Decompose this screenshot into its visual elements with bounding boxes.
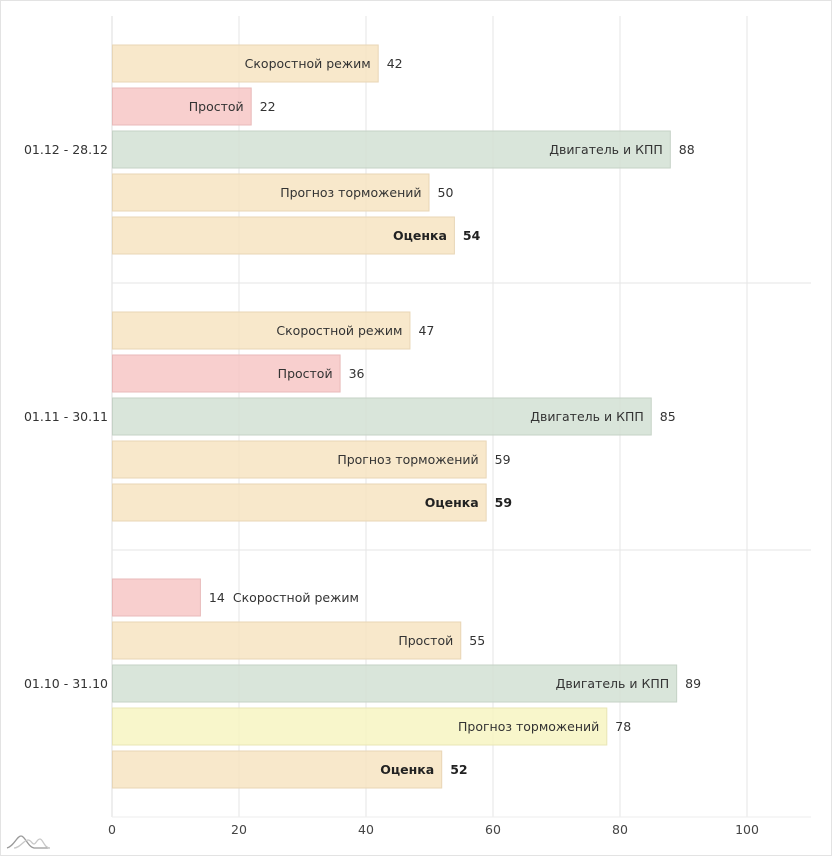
bar xyxy=(112,578,201,617)
bar-outline xyxy=(112,130,671,169)
bar-value-label: 85 xyxy=(660,409,676,424)
bar-value-label: 88 xyxy=(679,142,695,157)
category-label: 01.10 - 31.10 xyxy=(24,676,108,691)
bar-name-label: Прогноз торможений xyxy=(280,185,421,200)
bar-name-label: Оценка xyxy=(393,228,447,243)
bar-name-label: Оценка xyxy=(425,495,479,510)
bar-value-label: 59 xyxy=(495,452,511,467)
bar-outline xyxy=(112,87,252,126)
bar-value-label: 14 xyxy=(209,590,225,605)
bar xyxy=(112,44,379,83)
group-separators xyxy=(112,282,811,551)
bar-value-label: 50 xyxy=(438,185,454,200)
bar-name-label: Скоростной режим xyxy=(245,56,371,71)
bar-value-label: 89 xyxy=(685,676,701,691)
bar xyxy=(112,707,608,746)
bar xyxy=(112,216,455,255)
x-tick-label: 60 xyxy=(485,822,501,837)
x-tick-label: 20 xyxy=(231,822,247,837)
bar xyxy=(112,311,411,350)
bar-value-label: 52 xyxy=(450,762,467,777)
bar xyxy=(112,87,252,126)
bar xyxy=(112,440,487,479)
category-label: 01.11 - 30.11 xyxy=(24,409,108,424)
bar-labels: Скоростной режим 42 Простой 22 Двигатель и К… xyxy=(189,56,701,777)
bar xyxy=(112,354,341,393)
bar-name-label: Двигатель и КПП xyxy=(556,676,670,691)
category-label: 01.12 - 28.12 xyxy=(24,142,108,157)
bar-outline xyxy=(112,44,379,83)
bar-name-label: Прогноз торможений xyxy=(458,719,599,734)
bar-name-label: Простой xyxy=(398,633,453,648)
chart-logo-icon xyxy=(6,835,51,849)
bar xyxy=(112,483,487,522)
bar xyxy=(112,664,678,703)
x-tick-label: 40 xyxy=(358,822,374,837)
bar-outline xyxy=(112,440,487,479)
bar-value-label: 42 xyxy=(387,56,403,71)
bar-value-label: 54 xyxy=(463,228,481,243)
bar xyxy=(112,397,652,436)
bar xyxy=(112,621,462,660)
bar-name-label: Скоростной режим xyxy=(276,323,402,338)
bar-outline xyxy=(112,216,455,255)
bar-outline xyxy=(112,311,411,350)
bar-value-label: 36 xyxy=(349,366,365,381)
bar-outline xyxy=(112,354,341,393)
x-tick-label: 80 xyxy=(612,822,628,837)
x-tick-label: 100 xyxy=(735,822,759,837)
bar-name-label: Скоростной режим xyxy=(233,590,359,605)
bar-outline xyxy=(112,750,443,789)
bar-outline xyxy=(112,621,462,660)
bar-value-label: 78 xyxy=(615,719,631,734)
bar-outline xyxy=(112,664,678,703)
bar-value-label: 22 xyxy=(260,99,276,114)
bar-name-label: Прогноз торможений xyxy=(337,452,478,467)
x-tick-label: 0 xyxy=(108,822,116,837)
category-labels: 01.12 - 28.12 01.11 - 30.11 01.10 - 31.10 xyxy=(24,142,108,691)
bar xyxy=(112,130,671,169)
bar-name-label: Двигатель и КПП xyxy=(530,409,644,424)
bar-outline xyxy=(112,483,487,522)
bar-outline xyxy=(112,578,201,617)
bar-value-label: 55 xyxy=(469,633,485,648)
bar-value-label: 59 xyxy=(495,495,512,510)
bars xyxy=(112,44,678,789)
x-axis-ticks: 0 20 40 60 80 100 xyxy=(108,822,759,837)
bar-name-label: Двигатель и КПП xyxy=(549,142,663,157)
bar-name-label: Оценка xyxy=(380,762,434,777)
bar-outline xyxy=(112,397,652,436)
bar xyxy=(112,173,430,212)
bar-name-label: Простой xyxy=(278,366,333,381)
bar-outline xyxy=(112,173,430,212)
bar-name-label: Простой xyxy=(189,99,244,114)
bar xyxy=(112,750,443,789)
bar-outline xyxy=(112,707,608,746)
bar-value-label: 47 xyxy=(418,323,434,338)
